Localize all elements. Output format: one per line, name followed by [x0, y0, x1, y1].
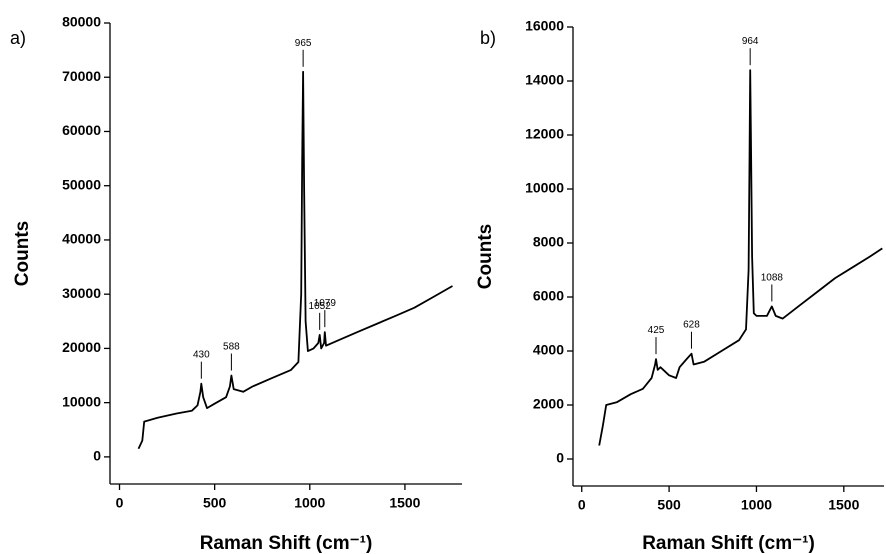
annotation-label: 964	[742, 36, 759, 47]
y-tick-label: 80000	[62, 14, 101, 30]
y-tick-label: 20000	[62, 339, 101, 355]
annotation-label: 1088	[761, 272, 784, 283]
y-tick-label: 10000	[525, 180, 564, 196]
x-tick-label: 1000	[294, 495, 325, 511]
y-tick-label: 30000	[62, 285, 101, 301]
y-tick-label: 10000	[62, 393, 101, 409]
annotation-label: 588	[223, 342, 240, 353]
x-tick-label: 500	[657, 497, 681, 513]
annotation-label: 425	[648, 325, 665, 336]
y-tick-label: 70000	[62, 68, 101, 84]
spectrum-line	[598, 69, 883, 446]
x-tick-label: 1500	[389, 495, 420, 511]
annotation-label: 628	[683, 320, 700, 331]
spectrum-line	[137, 70, 453, 450]
annotation-label: 1052	[309, 301, 332, 312]
x-axis-title: Raman Shift (cm⁻¹)	[642, 533, 815, 554]
x-tick-label: 0	[116, 495, 124, 511]
y-tick-label: 12000	[525, 126, 564, 142]
y-tick-label: 0	[556, 450, 564, 466]
y-axis-title: Counts	[475, 224, 496, 289]
y-tick-label: 16000	[525, 18, 564, 34]
x-tick-label: 1000	[741, 497, 772, 513]
panel-label: b)	[480, 28, 496, 48]
annotation-label: 1079	[314, 298, 337, 309]
y-axis-title: Counts	[12, 221, 33, 286]
y-tick-label: 6000	[533, 288, 564, 304]
x-tick-label: 0	[578, 497, 586, 513]
y-tick-label: 2000	[533, 396, 564, 412]
y-tick-label: 8000	[533, 234, 564, 250]
x-axis-title: Raman Shift (cm⁻¹)	[200, 533, 373, 554]
panel-label: a)	[10, 28, 26, 48]
y-tick-label: 40000	[62, 231, 101, 247]
annotation-label: 965	[295, 38, 312, 49]
y-tick-label: 0	[93, 448, 101, 464]
y-tick-label: 14000	[525, 72, 564, 88]
annotation-label: 430	[193, 350, 210, 361]
x-tick-label: 1500	[828, 497, 859, 513]
y-tick-label: 60000	[62, 122, 101, 138]
y-tick-label: 50000	[62, 176, 101, 192]
x-tick-label: 500	[203, 495, 227, 511]
y-tick-label: 4000	[533, 342, 564, 358]
